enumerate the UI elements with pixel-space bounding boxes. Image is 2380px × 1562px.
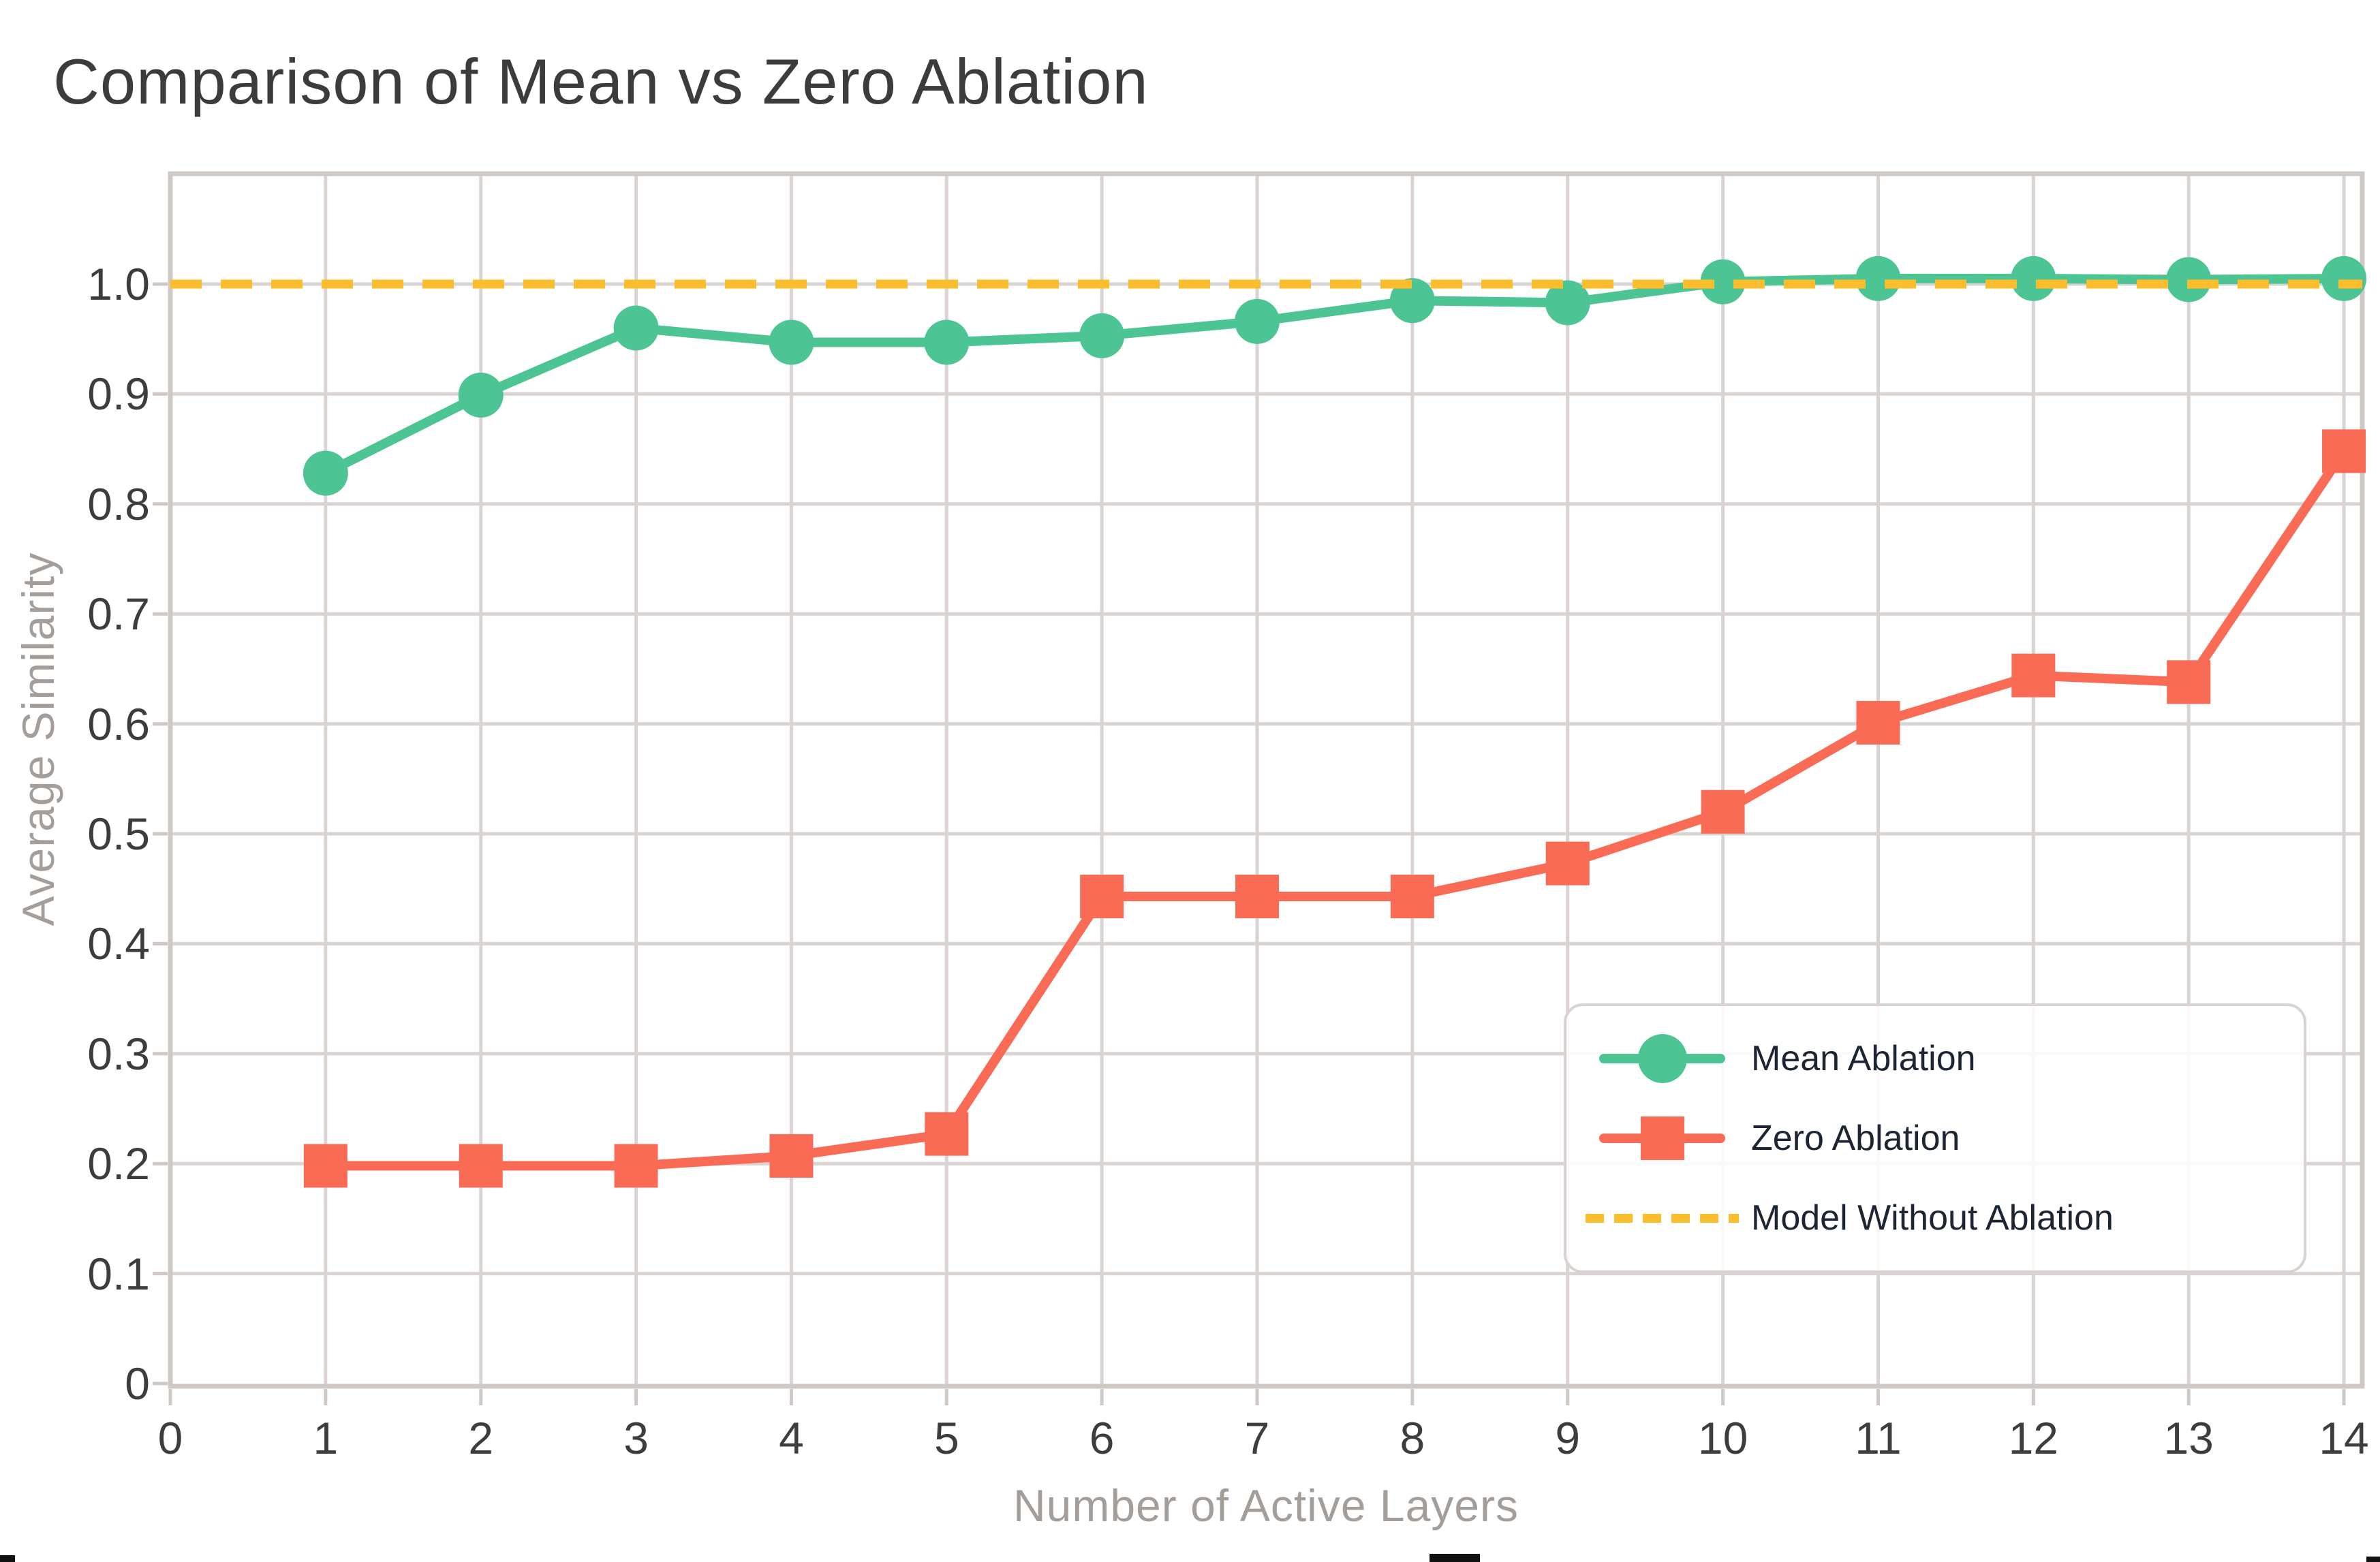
y-tick-label: 0.5 bbox=[87, 809, 150, 859]
y-tick-label: 0.8 bbox=[87, 478, 150, 529]
chart-title: Comparison of Mean vs Zero Ablation bbox=[53, 46, 1149, 117]
y-tick-label: 0.1 bbox=[87, 1248, 150, 1299]
crop-artifact bbox=[0, 1555, 15, 1562]
x-tick-label: 9 bbox=[1555, 1413, 1581, 1463]
legend-entry-mean-ablation: Mean Ablation bbox=[1599, 1027, 2304, 1090]
x-tick-label: 3 bbox=[623, 1413, 649, 1463]
legend-entry-model-without-ablation: Model Without Ablation bbox=[1586, 1187, 2304, 1249]
crop-artifact bbox=[1429, 1554, 1480, 1562]
y-tick-label: 0 bbox=[125, 1358, 150, 1409]
x-tick-label: 14 bbox=[2319, 1413, 2369, 1463]
x-tick-label: 12 bbox=[2008, 1413, 2059, 1463]
x-tick-label: 8 bbox=[1400, 1413, 1425, 1463]
x-tick-label: 0 bbox=[157, 1413, 183, 1463]
legend-entry-zero-ablation: Zero Ablation bbox=[1599, 1107, 2304, 1170]
y-tick-label: 0.3 bbox=[87, 1028, 150, 1079]
y-tick-label: 1.0 bbox=[87, 259, 150, 309]
x-axis-label: Number of Active Layers bbox=[1013, 1480, 1519, 1531]
y-tick-label: 0.2 bbox=[87, 1138, 150, 1189]
crop-artifact bbox=[2366, 1557, 2380, 1562]
x-tick-label: 5 bbox=[933, 1413, 959, 1463]
x-tick-label: 4 bbox=[779, 1413, 804, 1463]
legend: Mean Ablation Zero Ablation Model Withou… bbox=[1564, 1003, 2306, 1273]
y-tick-label: 0.9 bbox=[87, 369, 150, 420]
x-tick-label: 6 bbox=[1089, 1413, 1115, 1463]
mean-ablation-marker-icon bbox=[1599, 1033, 1725, 1083]
legend-label-model-without-ablation: Model Without Ablation bbox=[1751, 1198, 2114, 1238]
dashed-line-icon bbox=[1586, 1213, 1739, 1223]
y-tick-label: 0.7 bbox=[87, 589, 150, 640]
x-tick-label: 2 bbox=[468, 1413, 494, 1463]
x-tick-label: 10 bbox=[1697, 1413, 1748, 1463]
y-tick-label: 0.4 bbox=[87, 918, 150, 969]
x-tick-label: 13 bbox=[2163, 1413, 2214, 1463]
legend-label-zero-ablation: Zero Ablation bbox=[1751, 1118, 1960, 1158]
x-tick-label: 7 bbox=[1244, 1413, 1270, 1463]
x-tick-label: 11 bbox=[1855, 1413, 1902, 1463]
legend-label-mean-ablation: Mean Ablation bbox=[1751, 1038, 1976, 1078]
zero-ablation-marker-icon bbox=[1599, 1116, 1725, 1160]
y-tick-label: 0.6 bbox=[87, 698, 150, 749]
x-tick-label: 1 bbox=[313, 1413, 339, 1463]
